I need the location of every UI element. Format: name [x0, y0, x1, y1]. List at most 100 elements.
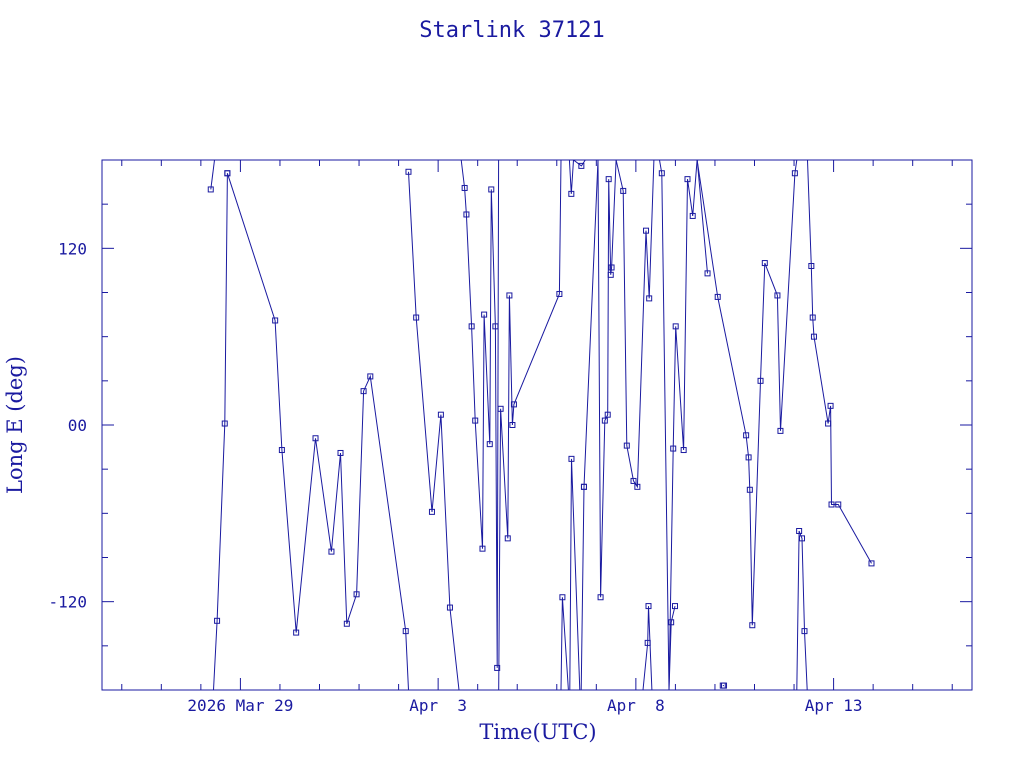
data-point [799, 535, 806, 542]
data-point [668, 619, 675, 626]
series-line [597, 160, 655, 598]
data-point [757, 377, 764, 384]
data-point [481, 311, 488, 318]
data-point [328, 548, 335, 555]
x-axis-label: Time(UTC) [479, 720, 596, 744]
data-point [630, 477, 637, 484]
data-point [684, 176, 691, 183]
data-point [623, 442, 630, 449]
data-point [809, 314, 816, 321]
data-point [646, 295, 653, 302]
series-line [408, 171, 460, 690]
data-point [604, 411, 611, 418]
data-point [578, 162, 585, 169]
data-point [494, 664, 501, 671]
data-point [353, 591, 360, 598]
series-line [696, 160, 804, 626]
data-point [645, 603, 652, 610]
data-point [672, 323, 679, 330]
data-point [367, 373, 374, 380]
data-point [402, 628, 409, 635]
x-tick-label: 2026 Mar 29 [187, 696, 293, 715]
data-point [492, 323, 499, 330]
data-point [278, 447, 285, 454]
data-point [468, 323, 475, 330]
data-point [643, 227, 650, 234]
data-point [658, 170, 665, 177]
data-point [868, 560, 875, 567]
data-point [608, 264, 615, 271]
data-point [801, 628, 808, 635]
data-point [827, 402, 834, 409]
x-tick-label: Apr 3 [409, 696, 467, 715]
data-point [605, 176, 612, 183]
data-point [568, 455, 575, 462]
series-line [213, 173, 228, 690]
series-line [568, 160, 586, 194]
data-point [714, 293, 721, 300]
data-point [810, 333, 817, 340]
data-point [689, 212, 696, 219]
data-point [671, 603, 678, 610]
y-axis-label: Long E (deg) [3, 356, 27, 494]
data-point [791, 170, 798, 177]
x-tick-label: Apr 13 [805, 696, 863, 715]
series-line [796, 530, 808, 690]
data-point [761, 260, 768, 267]
data-point [559, 594, 566, 601]
data-point [644, 639, 651, 646]
data-point [620, 187, 627, 194]
data-point [777, 427, 784, 434]
data-point [337, 449, 344, 456]
data-point [506, 292, 513, 299]
data-point [272, 317, 279, 324]
data-point [568, 190, 575, 197]
data-point [509, 422, 516, 428]
data-point [497, 405, 504, 412]
data-point [808, 263, 815, 269]
series-line [580, 160, 599, 690]
data-point [207, 186, 214, 193]
data-point [634, 483, 641, 490]
series-line [560, 597, 570, 690]
data-point [828, 501, 835, 508]
data-point [312, 435, 319, 442]
series-line [210, 160, 215, 190]
data-point [343, 620, 350, 627]
data-point [224, 170, 231, 177]
axis-ticks [102, 160, 972, 690]
data-point [437, 411, 444, 418]
data-point [413, 314, 420, 321]
data-point [597, 594, 604, 601]
x-tick-label: Apr 8 [607, 696, 665, 715]
data-point [704, 270, 711, 277]
data-point [472, 417, 479, 424]
data-point [486, 441, 493, 448]
plot-area [207, 160, 875, 690]
data-point [360, 388, 367, 395]
series-line [642, 606, 653, 690]
series-line [696, 160, 708, 274]
data-point [488, 186, 495, 193]
series-line [226, 173, 409, 690]
data-point [428, 508, 435, 515]
series-line [807, 160, 872, 564]
chart-title: Starlink 37121 [419, 18, 604, 43]
series-line [659, 160, 698, 690]
series-line [668, 605, 676, 690]
data-point [446, 604, 453, 611]
data-point [721, 682, 728, 689]
data-point [504, 535, 511, 542]
data-point [405, 168, 412, 175]
data-point [835, 501, 842, 508]
data-point [607, 271, 614, 278]
series-line [569, 458, 588, 690]
data-point [510, 401, 517, 408]
data-point [556, 290, 563, 297]
data-point [743, 432, 750, 439]
y-tick-label: 120 [58, 239, 87, 258]
data-point [670, 445, 677, 452]
data-point [463, 211, 470, 218]
data-point [461, 184, 468, 191]
